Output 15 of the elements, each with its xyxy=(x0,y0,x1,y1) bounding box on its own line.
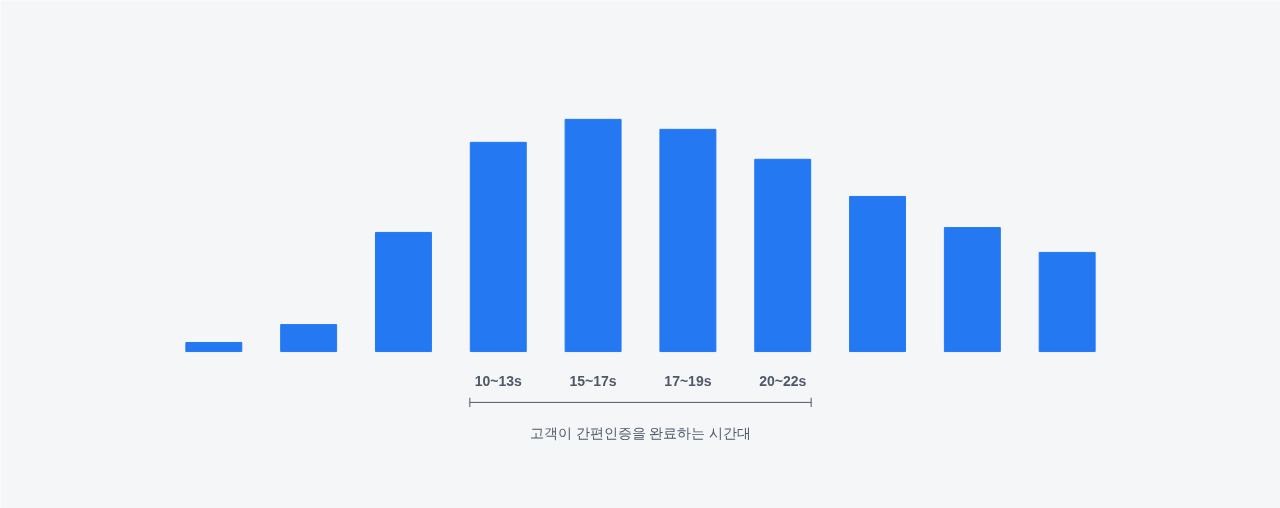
bar xyxy=(849,195,907,353)
x-tick-label: 15~17s xyxy=(569,372,617,389)
bar xyxy=(1038,251,1096,353)
bar xyxy=(374,231,432,353)
bar xyxy=(469,141,527,353)
bar xyxy=(754,158,812,353)
bar xyxy=(185,341,243,353)
bar xyxy=(659,128,717,353)
x-tick-label: 20~22s xyxy=(759,372,807,389)
text: 고객이 간편인증을 완료하는 시간대 xyxy=(529,424,752,441)
bar xyxy=(943,227,1001,353)
x-tick-label: 10~13s xyxy=(474,372,523,389)
x-tick-label: 17~19s xyxy=(664,372,712,389)
bar xyxy=(564,118,622,353)
bar xyxy=(280,324,338,353)
